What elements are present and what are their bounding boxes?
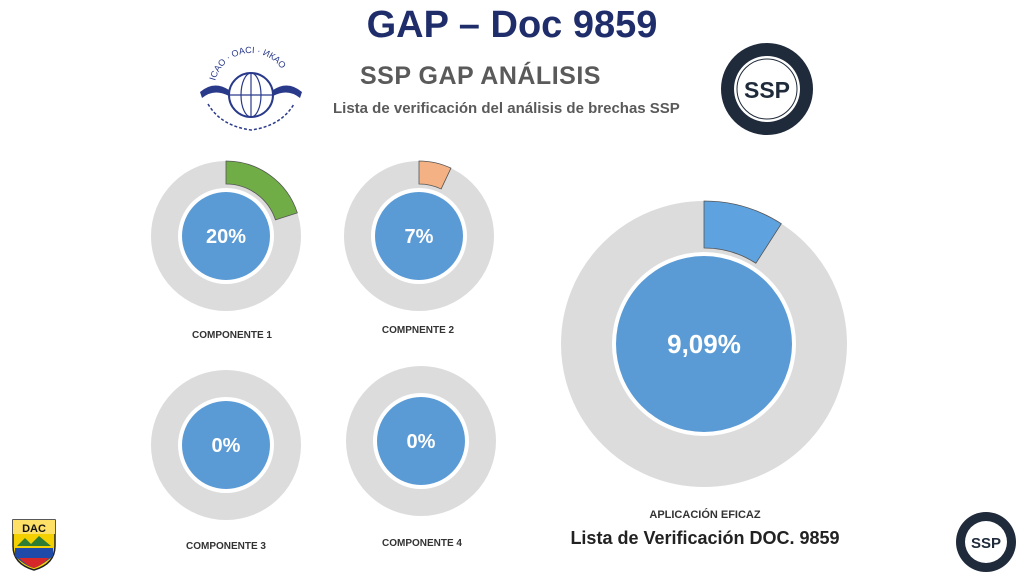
component-4-center xyxy=(377,397,465,485)
component-3-label: COMPONENTE 3 xyxy=(185,541,266,552)
ssp-logo-text: SSP xyxy=(744,77,790,103)
component-2-label: COMPNENTE 2 xyxy=(381,325,455,336)
component-3-value: 0% xyxy=(212,435,241,457)
component-3-ring xyxy=(151,370,301,520)
component-4-label: COMPONENTE 4 xyxy=(381,538,462,549)
overall-center xyxy=(616,256,792,432)
component-1-donut: 20% xyxy=(151,160,301,311)
ssp-logo-small: SSP xyxy=(956,512,1016,572)
component-2-donut: 7% xyxy=(344,160,494,311)
component-3-center xyxy=(182,401,270,489)
component-2-center xyxy=(375,192,463,280)
dac-logo: DAC xyxy=(12,519,56,571)
component-1-segment xyxy=(225,160,298,221)
component-4-value: 0% xyxy=(407,431,436,453)
component-2-value: 7% xyxy=(405,226,434,248)
overall-subcaption: Lista de Verificación DOC. 9859 xyxy=(570,528,840,548)
component-3-donut: 0% xyxy=(151,370,301,520)
ssp-logo: SSP xyxy=(721,43,813,135)
ssp-logo-small-text: SSP xyxy=(971,535,1001,552)
overall-value: 9,09% xyxy=(667,329,741,359)
header-title: SSP GAP ANÁLISIS xyxy=(360,62,601,90)
component-4-donut: 0% xyxy=(346,366,496,516)
overall-donut: 9,09% xyxy=(561,200,847,487)
dac-logo-text: DAC xyxy=(22,523,46,535)
component-1-label: COMPONENTE 1 xyxy=(191,330,272,341)
component-2-segment xyxy=(418,160,452,190)
header-subtitle: Lista de verificación del análisis de br… xyxy=(333,100,680,117)
icao-logo: ICAO · OACI · ИКАО xyxy=(200,45,302,131)
component-4-ring xyxy=(346,366,496,516)
overall-caption: APLICACIÓN EFICAZ xyxy=(649,509,761,521)
page-title: GAP – Doc 9859 xyxy=(366,4,658,46)
overall-segment xyxy=(703,200,782,264)
component-1-value: 20% xyxy=(206,226,246,248)
component-1-center xyxy=(182,192,270,280)
